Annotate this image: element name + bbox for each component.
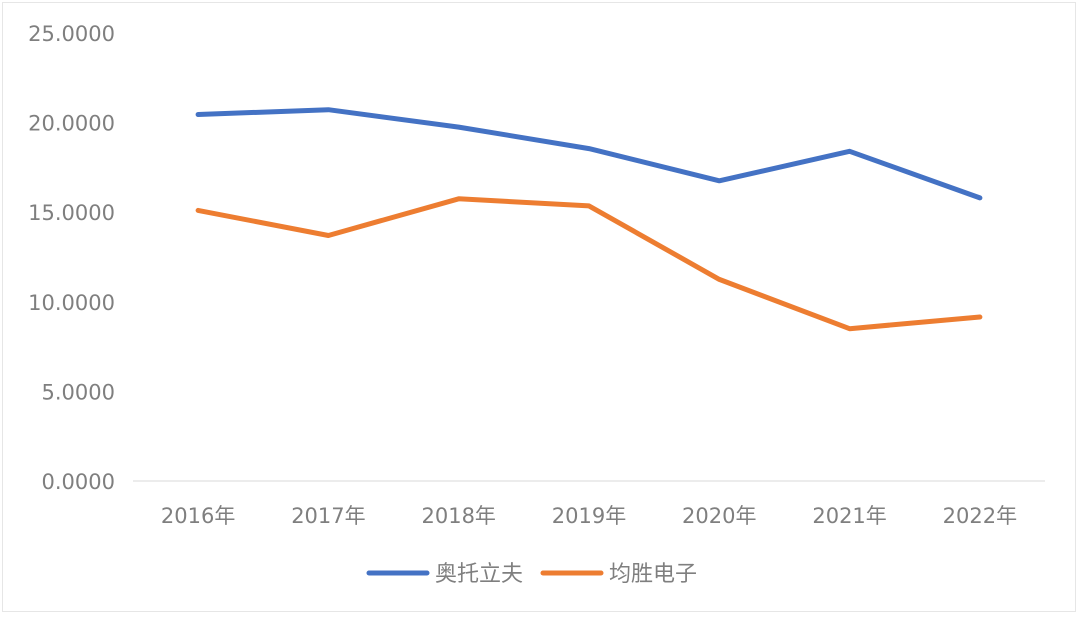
legend: 奥托立夫 均胜电子 [366,562,697,587]
series-line-2 [195,196,983,332]
series-group [195,107,983,332]
x-tick-label: 2021年 [812,504,886,528]
y-tick-label: 25.0000 [28,22,115,46]
x-tick-label: 2019年 [552,504,626,528]
x-tick-label: 2017年 [291,504,365,528]
x-tick-label: 2020年 [682,504,756,528]
y-tick-label: 15.0000 [28,201,115,225]
legend-label: 奥托立夫 [435,562,523,587]
x-axis: 2016年 2017年 2018年 2019年 2020年 2021年 2022年 [161,504,1017,528]
series-line-1 [195,107,983,201]
x-tick-label: 2018年 [421,504,495,528]
y-axis: 0.0000 5.0000 10.0000 15.0000 20.0000 25.0000 [28,22,115,494]
line-chart: 0.0000 5.0000 10.0000 15.0000 20.0000 25.0000… [28,22,1045,587]
legend-label: 均胜电子 [609,562,697,587]
y-tick-label: 5.0000 [42,380,115,404]
y-tick-label: 0.0000 [42,470,115,494]
x-tick-label: 2022年 [943,504,1017,528]
y-tick-label: 20.0000 [28,112,115,136]
y-tick-label: 10.0000 [28,291,115,315]
x-tick-label: 2016年 [161,504,235,528]
